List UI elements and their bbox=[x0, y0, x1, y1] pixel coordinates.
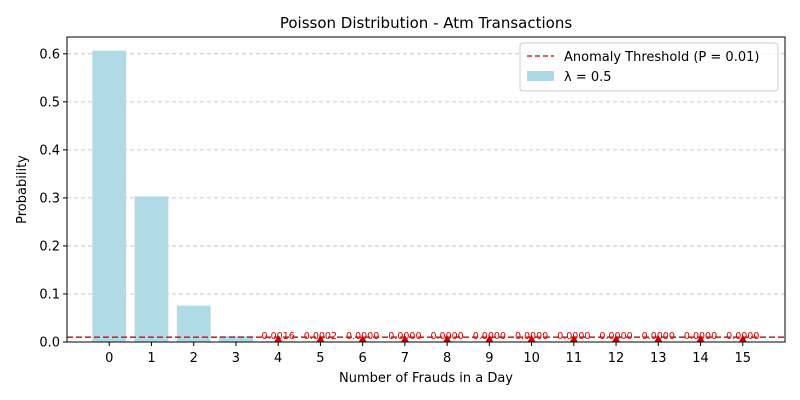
x-tick-label: 5 bbox=[316, 351, 324, 366]
anomaly-marker bbox=[400, 335, 409, 342]
x-axis-ticks: 0 1 2 3 4 5 6 7 8 9 10 11 12 13 14 15 bbox=[105, 342, 751, 366]
x-tick-label: 12 bbox=[608, 351, 625, 366]
y-tick-label: 0.6 bbox=[39, 47, 60, 62]
anomaly-marker bbox=[612, 335, 621, 342]
anomaly-value-label: 0.0000 bbox=[684, 331, 717, 342]
x-tick-label: 7 bbox=[401, 351, 409, 366]
anomaly-marker bbox=[527, 335, 536, 342]
bar bbox=[219, 335, 253, 342]
y-tick-label: 0.1 bbox=[39, 287, 60, 302]
x-axis-label: Number of Frauds in a Day bbox=[339, 371, 513, 386]
anomaly-marker bbox=[654, 335, 663, 342]
anomaly-value-label: 0.0000 bbox=[726, 331, 759, 342]
y-gridlines bbox=[67, 53, 785, 295]
anomaly-value-label: 0.0000 bbox=[515, 331, 548, 342]
anomaly-marker bbox=[569, 335, 578, 342]
legend-series-label: λ = 0.5 bbox=[564, 70, 612, 85]
y-axis-label: Probability bbox=[15, 155, 30, 224]
bar bbox=[92, 50, 127, 343]
x-tick-label: 4 bbox=[274, 351, 282, 366]
anomaly-value-label: 0.0016 bbox=[262, 331, 295, 342]
anomaly-marker bbox=[443, 335, 452, 342]
anomaly-marker bbox=[316, 335, 325, 342]
x-tick-label: 8 bbox=[443, 351, 451, 366]
anomaly-annotations: 0.0016 0.0002 0.0000 0.0000 0.0000 0.0000 0.00… bbox=[262, 331, 760, 342]
x-tick-label: 6 bbox=[359, 351, 367, 366]
x-tick-label: 10 bbox=[523, 351, 540, 366]
legend-series-swatch bbox=[527, 71, 554, 81]
anomaly-marker bbox=[358, 335, 367, 342]
anomaly-value-label: 0.0000 bbox=[642, 331, 675, 342]
bar-series bbox=[92, 50, 338, 343]
anomaly-value-label: 0.0000 bbox=[388, 331, 421, 342]
y-tick-label: 0.2 bbox=[39, 239, 60, 254]
legend: Anomaly Threshold (P = 0.01) λ = 0.5 bbox=[519, 42, 779, 92]
y-tick-label: 0.5 bbox=[39, 95, 60, 110]
x-tick-label: 3 bbox=[232, 351, 240, 366]
chart-title: Poisson Distribution - Atm Transactions bbox=[280, 14, 572, 32]
anomaly-marker bbox=[274, 335, 283, 342]
anomaly-value-label: 0.0002 bbox=[304, 331, 337, 342]
bar bbox=[134, 196, 169, 342]
y-tick-label: 0.4 bbox=[39, 143, 60, 158]
anomaly-value-label: 0.0000 bbox=[346, 331, 379, 342]
x-tick-label: 15 bbox=[734, 351, 751, 366]
y-tick-label: 0.0 bbox=[39, 336, 60, 351]
anomaly-value-label: 0.0000 bbox=[430, 331, 463, 342]
x-tick-label: 14 bbox=[692, 351, 709, 366]
anomaly-markers bbox=[274, 335, 747, 342]
y-tick-label: 0.3 bbox=[39, 191, 60, 206]
x-tick-label: 1 bbox=[147, 351, 155, 366]
x-tick-label: 9 bbox=[485, 351, 493, 366]
anomaly-marker bbox=[696, 335, 705, 342]
anomaly-value-label: 0.0000 bbox=[599, 331, 632, 342]
plot-frame bbox=[66, 36, 786, 343]
anomaly-marker bbox=[485, 335, 494, 342]
legend-threshold-label: Anomaly Threshold (P = 0.01) bbox=[564, 50, 759, 65]
x-tick-label: 11 bbox=[566, 351, 583, 366]
legend-box bbox=[519, 42, 779, 92]
bar bbox=[176, 305, 211, 342]
x-tick-label: 2 bbox=[190, 351, 198, 366]
anomaly-marker bbox=[738, 335, 747, 342]
anomaly-value-label: 0.0000 bbox=[557, 331, 590, 342]
x-tick-label: 0 bbox=[105, 351, 113, 366]
anomaly-value-label: 0.0000 bbox=[473, 331, 506, 342]
x-tick-label: 13 bbox=[650, 351, 667, 366]
y-axis-ticks: 0.0 0.1 0.2 0.3 0.4 0.5 0.6 bbox=[39, 47, 67, 351]
